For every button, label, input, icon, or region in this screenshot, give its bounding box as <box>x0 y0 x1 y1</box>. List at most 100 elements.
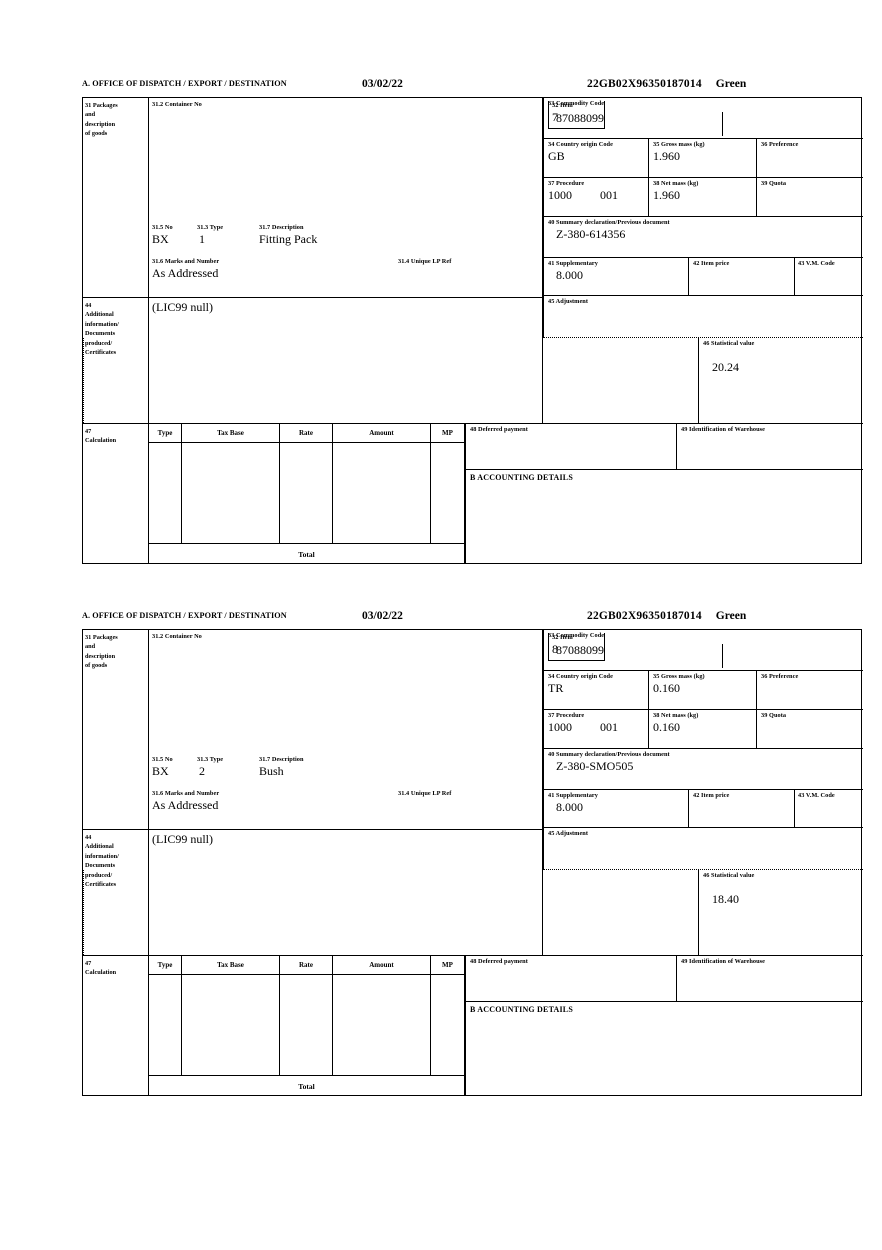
calc-cell-mp <box>431 443 465 543</box>
box-49-label: 49 Identification of Warehouse <box>681 426 766 433</box>
box-47-stub: 47 Calculation <box>83 424 149 564</box>
box-46-statistical-value: 46 Statistical value 18.40 <box>698 870 863 955</box>
box-45-adjustment: 45 Adjustment <box>543 296 863 338</box>
declaration-date: 03/02/22 <box>362 610 403 622</box>
box-44-value: (LIC99 null) <box>149 829 543 955</box>
box-31-stub-line-0: 31 Packages <box>85 102 118 109</box>
package-no-value: BX <box>152 764 169 778</box>
box-39-quota: 39 Quota <box>757 710 863 749</box>
box-40-summary-declaration: 40 Summary declaration/Previous document… <box>543 217 863 258</box>
box-44-value: (LIC99 null) <box>149 297 543 423</box>
box-46-label: 46 Statistical value <box>703 872 755 879</box>
summary-declaration-value: Z-380-614356 <box>556 227 626 242</box>
commodity-code-value: 87088099 <box>556 111 604 126</box>
box-33-commodity-code: 33 Commodity Code 87088099 <box>543 630 863 671</box>
box-41-supplementary: 41 Supplementary 8.000 <box>543 258 689 296</box>
item-number-value: 8 <box>552 642 558 657</box>
calc-col-mp: MP <box>431 956 465 974</box>
calc-col-type: Type <box>149 424 182 442</box>
box-47-stub-line-1: Calculation <box>85 969 117 977</box>
box-31-4-label: 31.4 Unique LP Ref <box>398 258 452 265</box>
package-no-value: BX <box>152 232 169 246</box>
box-44-stub-line-1: Additional <box>85 311 114 319</box>
gross-mass-value: 0.160 <box>653 681 680 696</box>
sheet-header: A. OFFICE OF DISPATCH / EXPORT / DESTINA… <box>82 78 862 97</box>
box-31-7-label: 31.7 Description <box>259 224 304 231</box>
statistical-value-value: 18.40 <box>712 892 739 907</box>
box-45-blank-area <box>83 870 238 955</box>
box-39-quota: 39 Quota <box>757 178 863 217</box>
box-37-procedure: 37 Procedure 1000 001 <box>543 178 649 217</box>
box-32-label: 32 Item <box>552 634 573 641</box>
box-31-description: 31.2 Container No 31.5 No 31.3 Type 31.7… <box>149 630 605 829</box>
calculation-table-header: Type Tax Base Rate Amount MP <box>149 956 465 975</box>
box-31-7-label: 31.7 Description <box>259 756 304 763</box>
box-43-vm-code: 43 V.M. Code <box>795 258 863 296</box>
box-34-label: 34 Country origin Code <box>548 673 613 680</box>
box-44-stub-line-3: Documents <box>85 330 116 338</box>
box-31-stub-line-3: of goods <box>85 662 108 670</box>
box-46-statistical-value: 46 Statistical value 20.24 <box>698 338 863 423</box>
box-42-item-price: 42 Item price <box>689 790 795 828</box>
calculation-table-body <box>149 443 465 544</box>
box-31-description: 31.2 Container No 31.5 No 31.3 Type 31.7… <box>149 98 605 297</box>
box-b-accounting-details: B ACCOUNTING DETAILS <box>465 1002 863 1096</box>
box-31-stub-line-1: and <box>85 111 96 119</box>
lane-value: Green <box>715 610 747 622</box>
declaration-date: 03/02/22 <box>362 78 403 90</box>
box-44-stub-line-1: Additional <box>85 843 114 851</box>
procedure-code-2: 001 <box>600 188 618 203</box>
box-32-item: 32 Item 8 <box>548 633 605 661</box>
package-description-value: Fitting Pack <box>259 232 318 246</box>
net-mass-value: 0.160 <box>653 720 680 735</box>
b-accounting-details-label: B ACCOUNTING DETAILS <box>470 1005 573 1014</box>
box-48-deferred-payment: 48 Deferred payment <box>465 956 677 1002</box>
box-31-2-label: 31.2 Container No <box>152 101 202 108</box>
box-31-stub-line-2: description <box>85 120 116 128</box>
box-42-label: 42 Item price <box>693 260 730 267</box>
box-31-5-label: 31.5 No <box>152 756 173 763</box>
commodity-code-divider <box>722 112 723 136</box>
box-41-label: 41 Supplementary <box>548 260 598 267</box>
box-31-2-label: 31.2 Container No <box>152 633 202 640</box>
box-40-summary-declaration: 40 Summary declaration/Previous document… <box>543 749 863 790</box>
box-44-stub-line-4: produced/ <box>85 871 113 879</box>
item-number-value: 7 <box>552 110 558 125</box>
box-35-gross-mass: 35 Gross mass (kg) 1.960 <box>649 139 757 178</box>
calc-cell-mp <box>431 975 465 1075</box>
form-grid: 31 Packages and description of goods 31.… <box>82 97 863 564</box>
box-48-deferred-payment: 48 Deferred payment <box>465 424 677 470</box>
box-49-label: 49 Identification of Warehouse <box>681 958 766 965</box>
office-of-dispatch-label: A. OFFICE OF DISPATCH / EXPORT / DESTINA… <box>82 79 287 88</box>
box-35-label: 35 Gross mass (kg) <box>653 673 705 680</box>
package-type-value: 2 <box>199 764 205 778</box>
box-47-stub-line-0: 47 <box>85 960 92 967</box>
calculation-section: 47 Calculation Type Tax Base Rate Amount… <box>83 423 863 564</box>
box-b-accounting-details: B ACCOUNTING DETAILS <box>465 470 863 564</box>
declaration-sheet-2: A. OFFICE OF DISPATCH / EXPORT / DESTINA… <box>82 610 863 1096</box>
box-41-label: 41 Supplementary <box>548 792 598 799</box>
box-42-item-price: 42 Item price <box>689 258 795 296</box>
box-43-label: 43 V.M. Code <box>798 792 835 799</box>
calc-col-tax-base: Tax Base <box>182 424 280 442</box>
calculation-table: Type Tax Base Rate Amount MP Total <box>149 424 465 564</box>
b-accounting-details-label: B ACCOUNTING DETAILS <box>470 473 573 482</box>
summary-declaration-value: Z-380-SMO505 <box>556 759 634 774</box>
box-35-gross-mass: 35 Gross mass (kg) 0.160 <box>649 671 757 710</box>
calc-cell-type <box>149 443 182 543</box>
box-31-6-label: 31.6 Marks and Number <box>152 790 220 797</box>
calc-cell-rate <box>280 443 333 543</box>
office-of-dispatch-label: A. OFFICE OF DISPATCH / EXPORT / DESTINA… <box>82 611 287 620</box>
box-45-adjustment: 45 Adjustment <box>543 828 863 870</box>
box-47-stub-line-1: Calculation <box>85 437 117 445</box>
box-33-commodity-code: 33 Commodity Code 87088099 <box>543 98 863 139</box>
declaration-sheet-1: A. OFFICE OF DISPATCH / EXPORT / DESTINA… <box>82 78 863 564</box>
box-38-net-mass: 38 Net mass (kg) 1.960 <box>649 178 757 217</box>
box-44-stub-line-3: Documents <box>85 862 116 870</box>
box-44-stub-line-5: Certificates <box>85 349 117 357</box>
box-36-label: 36 Preference <box>761 141 799 148</box>
box-33-label: 33 Commodity Code <box>548 100 605 107</box>
box-38-net-mass: 38 Net mass (kg) 0.160 <box>649 710 757 749</box>
calc-col-mp: MP <box>431 424 465 442</box>
